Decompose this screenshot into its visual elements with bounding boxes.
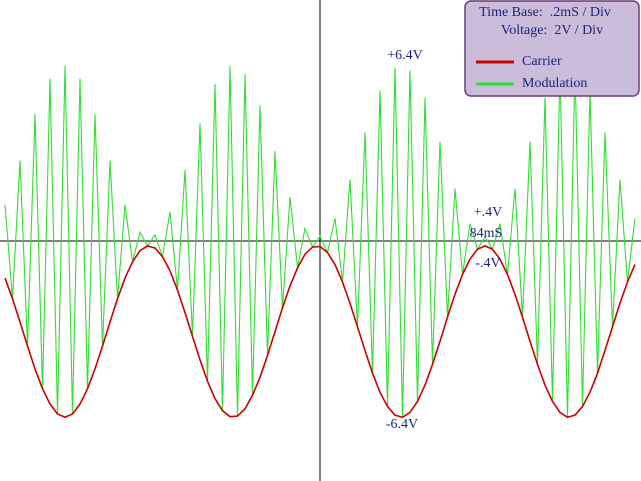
plot-area xyxy=(4,65,636,419)
legend: Time Base: .2mS / Div Voltage: 2V / Div … xyxy=(464,0,640,97)
series-line xyxy=(4,245,636,419)
legend-label: Modulation xyxy=(522,76,587,91)
voltage-scale: Voltage: 2V / Div xyxy=(501,23,603,38)
annotation: -6.4V xyxy=(386,417,418,432)
annotation: -.4V xyxy=(475,256,500,271)
annotation: +6.4V xyxy=(387,48,423,63)
annotation: 84mS xyxy=(470,226,503,241)
legend-box xyxy=(464,0,640,97)
legend-label: Carrier xyxy=(522,54,562,69)
series-line xyxy=(4,65,636,418)
annotation: +.4V xyxy=(474,205,503,220)
time-base: Time Base: .2mS / Div xyxy=(479,5,611,20)
